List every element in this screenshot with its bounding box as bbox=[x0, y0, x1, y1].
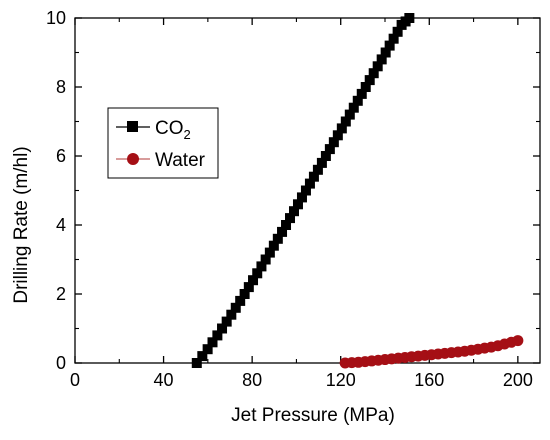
data-point bbox=[239, 289, 250, 299]
data-point bbox=[316, 157, 327, 168]
x-tick-label: 80 bbox=[242, 370, 262, 390]
data-point bbox=[272, 233, 283, 244]
data-point bbox=[512, 335, 524, 347]
legend-water-marker bbox=[127, 153, 139, 165]
data-point bbox=[277, 226, 288, 237]
data-point bbox=[404, 13, 415, 23]
data-point bbox=[202, 344, 213, 355]
x-tick-label: 40 bbox=[154, 370, 174, 390]
y-tick-label: 10 bbox=[46, 8, 66, 28]
data-point bbox=[340, 116, 351, 127]
data-point bbox=[392, 26, 403, 37]
x-tick-label: 160 bbox=[414, 370, 444, 390]
data-point bbox=[364, 75, 375, 86]
series-water bbox=[339, 335, 524, 369]
data-point bbox=[360, 82, 371, 92]
y-tick-label: 0 bbox=[56, 353, 66, 373]
data-point bbox=[388, 33, 399, 44]
legend-box bbox=[107, 107, 219, 179]
data-point bbox=[235, 295, 246, 306]
data-point bbox=[352, 95, 363, 106]
data-point bbox=[376, 54, 387, 65]
legend: CO2 Water bbox=[107, 107, 219, 179]
legend-water-label: Water bbox=[155, 150, 206, 171]
data-point bbox=[356, 88, 367, 99]
legend-co2-label: CO2 bbox=[155, 118, 191, 142]
data-point bbox=[260, 254, 271, 265]
y-tick-label: 4 bbox=[56, 215, 66, 235]
data-point bbox=[336, 123, 347, 134]
data-point bbox=[264, 247, 275, 258]
data-point bbox=[344, 109, 355, 120]
data-point bbox=[384, 40, 395, 51]
data-point bbox=[380, 47, 391, 58]
x-tick-label: 120 bbox=[326, 370, 356, 390]
x-tick-label: 200 bbox=[503, 370, 533, 390]
legend-co2-marker bbox=[127, 121, 138, 132]
data-point bbox=[368, 68, 379, 79]
data-point bbox=[285, 213, 296, 224]
data-point bbox=[308, 171, 319, 182]
data-point bbox=[320, 151, 331, 161]
data-point bbox=[212, 330, 223, 341]
data-point bbox=[217, 323, 228, 334]
data-point bbox=[348, 102, 359, 113]
data-point bbox=[252, 268, 263, 279]
data-point bbox=[243, 282, 254, 293]
data-point bbox=[207, 337, 218, 348]
y-axis-title: Drilling Rate (m/hl) bbox=[11, 146, 32, 303]
x-tick-label: 0 bbox=[70, 370, 80, 390]
series-layer bbox=[191, 13, 524, 369]
series-co2 bbox=[191, 13, 415, 368]
data-point bbox=[221, 316, 232, 327]
data-point bbox=[268, 240, 279, 251]
data-point bbox=[292, 199, 303, 210]
y-tick-label: 6 bbox=[56, 146, 66, 166]
data-point bbox=[288, 206, 299, 217]
data-point bbox=[372, 61, 383, 72]
x-axis: 0 40 80 120 160 200 bbox=[70, 18, 533, 390]
data-point bbox=[281, 220, 292, 230]
data-point bbox=[304, 178, 315, 189]
data-point bbox=[256, 261, 267, 272]
data-point bbox=[230, 302, 241, 313]
data-point bbox=[191, 358, 202, 368]
data-point bbox=[332, 130, 343, 141]
data-point bbox=[312, 164, 323, 175]
data-point bbox=[248, 275, 259, 286]
data-point bbox=[328, 137, 339, 148]
x-axis-title: Jet Pressure (MPa) bbox=[231, 405, 395, 426]
data-point bbox=[324, 144, 335, 155]
data-point bbox=[197, 351, 208, 362]
data-point bbox=[296, 192, 307, 203]
y-tick-label: 2 bbox=[56, 284, 66, 304]
data-point bbox=[300, 185, 311, 196]
data-point bbox=[226, 309, 237, 320]
y-tick-label: 8 bbox=[56, 77, 66, 97]
y-axis: 0 2 4 6 8 10 bbox=[46, 8, 540, 373]
